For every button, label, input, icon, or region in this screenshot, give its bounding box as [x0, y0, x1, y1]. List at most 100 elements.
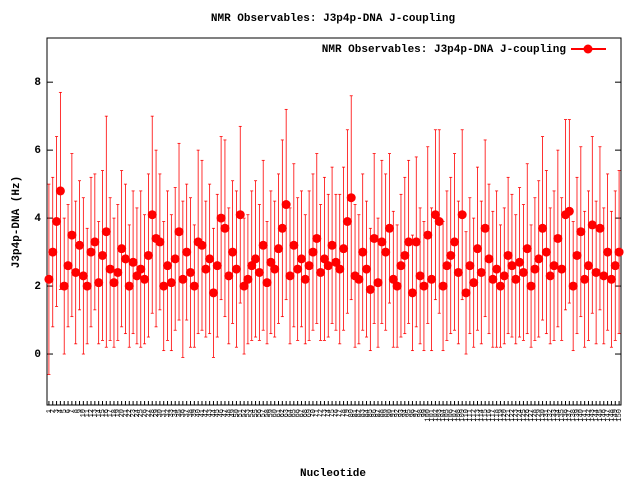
x-tick-label: 122: [509, 409, 517, 422]
x-tick-label: 25: [138, 409, 146, 417]
point: [457, 210, 467, 220]
point: [109, 278, 119, 288]
x-tick-label: 77: [337, 409, 345, 417]
x-tick-label: 48: [226, 409, 234, 417]
y-tick-label: 8: [34, 77, 41, 89]
x-tick-label: 105: [444, 409, 452, 422]
x-tick-label: 86: [371, 409, 379, 417]
x-tick-label: 14: [96, 409, 104, 417]
x-tick-label: 30: [157, 409, 165, 417]
point: [128, 257, 138, 267]
point: [583, 261, 593, 271]
x-tick-label: 141: [581, 409, 589, 422]
point: [495, 281, 505, 291]
point: [201, 264, 211, 274]
x-tick-label: 65: [291, 409, 299, 417]
point: [545, 271, 555, 281]
point: [373, 278, 383, 288]
point: [572, 250, 582, 260]
point: [354, 274, 364, 284]
point: [400, 250, 410, 260]
x-tick-label: 88: [379, 409, 387, 417]
point: [587, 220, 597, 230]
point: [595, 223, 605, 233]
point: [415, 271, 425, 281]
point: [178, 274, 188, 284]
x-tick-label: 99: [421, 409, 429, 417]
x-tick-label: 101: [428, 409, 436, 422]
x-tick-label: 53: [245, 409, 253, 417]
point: [381, 247, 391, 257]
x-tick-label: 38: [187, 409, 195, 417]
point: [599, 271, 609, 281]
x-tick-label: 148: [608, 409, 616, 422]
x-tick-label: 24: [134, 409, 142, 417]
x-tick-label: 4: [57, 409, 65, 413]
x-tick-label: 58: [264, 409, 272, 417]
x-tick-label: 145: [597, 409, 605, 422]
point: [300, 274, 310, 284]
x-tick-label: 124: [516, 409, 524, 422]
x-tick-label: 43: [206, 409, 214, 417]
x-tick-label: 76: [333, 409, 341, 417]
x-tick-label: 75: [329, 409, 337, 417]
point: [342, 217, 352, 226]
point: [285, 271, 295, 281]
point: [189, 281, 199, 291]
x-tick-label: 8: [73, 409, 81, 413]
point: [530, 264, 540, 274]
point: [231, 264, 241, 274]
x-tick-label: 147: [604, 409, 612, 422]
point: [97, 250, 107, 260]
x-tick-label: 113: [474, 409, 482, 422]
x-tick-label: 19: [115, 409, 123, 417]
point: [101, 227, 111, 237]
x-tick-label: 11: [84, 409, 92, 417]
point: [44, 274, 54, 284]
x-tick-label: 16: [103, 409, 111, 417]
point: [614, 247, 624, 257]
x-tick-label: 134: [555, 409, 563, 422]
point: [136, 264, 146, 274]
point: [515, 257, 525, 267]
point: [323, 261, 333, 271]
x-tick-label: 55: [252, 409, 260, 417]
x-tick-label: 71: [314, 409, 322, 417]
point: [377, 237, 387, 247]
point: [430, 210, 440, 220]
point: [427, 274, 437, 284]
x-tick-label: 73: [321, 409, 329, 417]
x-tick-label: 125: [520, 409, 528, 422]
point: [557, 264, 567, 274]
point: [258, 240, 268, 250]
x-tick-label: 121: [505, 409, 513, 422]
x-tick-label: 129: [536, 409, 544, 422]
x-tick-label: 107: [451, 409, 459, 422]
point: [239, 281, 249, 291]
x-tick-label: 29: [153, 409, 161, 417]
x-tick-label: 115: [482, 409, 490, 422]
point: [591, 267, 601, 277]
x-tick-label: 139: [574, 409, 582, 422]
x-tick-label: 100: [425, 409, 433, 422]
x-tick-label: 87: [375, 409, 383, 417]
point: [212, 261, 222, 271]
point: [55, 186, 65, 196]
x-tick-label: 85: [367, 409, 375, 417]
point: [86, 247, 96, 257]
point: [94, 278, 104, 288]
legend-marker: [583, 44, 593, 54]
point: [507, 261, 517, 271]
point: [308, 247, 318, 257]
point: [124, 281, 134, 291]
point: [117, 244, 127, 254]
point: [484, 254, 494, 264]
point: [434, 217, 444, 226]
point: [166, 278, 176, 288]
point: [423, 230, 433, 240]
point: [465, 261, 475, 271]
x-tick-label: 74: [325, 409, 333, 417]
x-tick-label: 116: [486, 409, 494, 422]
x-tick-label: 78: [340, 409, 348, 417]
point: [247, 261, 257, 271]
